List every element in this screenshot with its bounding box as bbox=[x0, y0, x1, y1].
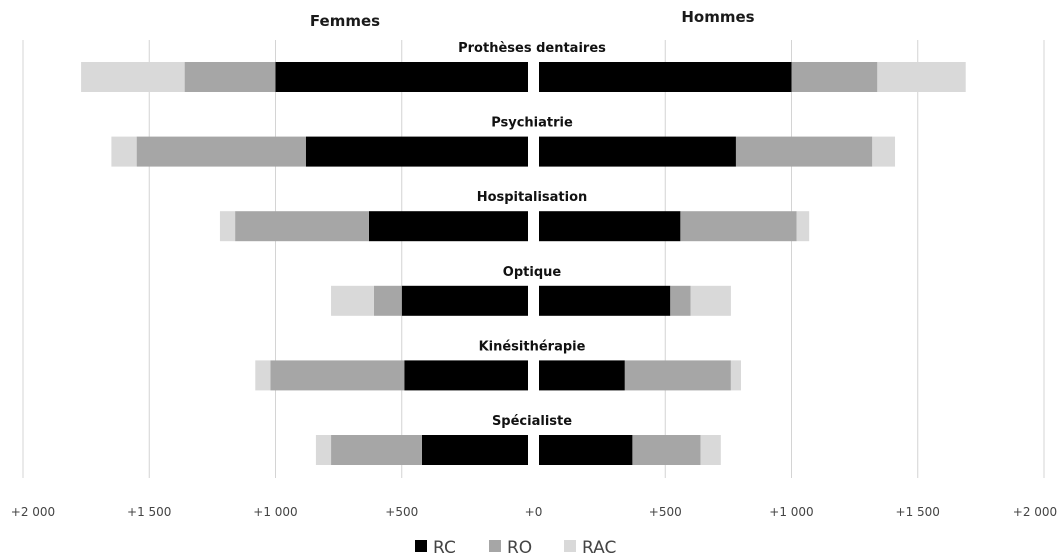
category-label-protheses-dentaires: Prothèses dentaires bbox=[458, 41, 606, 56]
bar-femmes-rac-optique bbox=[331, 285, 374, 316]
legend-label-ro: RO bbox=[507, 538, 532, 557]
bar-hommes-ro-specialiste bbox=[632, 435, 701, 465]
bar-femmes-ro-psychiatrie bbox=[136, 136, 306, 167]
bar-femmes-ro-protheses-dentaires bbox=[184, 62, 276, 92]
x-tick-label: +500 bbox=[385, 505, 418, 519]
legend-label-rc: RC bbox=[433, 538, 456, 557]
bar-femmes-rac-kinesitherapie bbox=[255, 360, 271, 391]
bar-femmes-rc-psychiatrie bbox=[305, 136, 528, 167]
bar-femmes-ro-hospitalisation bbox=[235, 211, 369, 242]
x-tick-label: +2 000 bbox=[1013, 505, 1057, 519]
x-tick-label: +0 bbox=[525, 505, 543, 519]
x-tick-label: +1 000 bbox=[769, 505, 813, 519]
panel-label-hommes: Hommes bbox=[681, 8, 754, 26]
category-label-kinesitherapie: Kinésithérapie bbox=[479, 339, 586, 354]
bar-hommes-rc-optique bbox=[539, 285, 671, 316]
bar-hommes-rac-hospitalisation bbox=[796, 211, 810, 242]
bar-hommes-ro-psychiatrie bbox=[735, 136, 873, 167]
panel-label-femmes: Femmes bbox=[310, 12, 380, 30]
category-label-psychiatrie: Psychiatrie bbox=[491, 116, 573, 131]
bar-hommes-rac-specialiste bbox=[700, 435, 721, 465]
bar-femmes-ro-kinesitherapie bbox=[270, 360, 405, 391]
bar-femmes-rac-hospitalisation bbox=[219, 211, 236, 242]
bar-hommes-ro-hospitalisation bbox=[680, 211, 797, 242]
bar-femmes-rc-optique bbox=[401, 285, 528, 316]
bar-hommes-rc-hospitalisation bbox=[539, 211, 681, 242]
bar-hommes-ro-kinesitherapie bbox=[624, 360, 731, 391]
bar-hommes-rc-kinesitherapie bbox=[539, 360, 625, 391]
bar-femmes-rc-protheses-dentaires bbox=[275, 62, 528, 92]
legend: RC RO RAC bbox=[415, 538, 616, 557]
category-label-specialiste: Spécialiste bbox=[492, 414, 572, 429]
legend-swatch-ro bbox=[489, 540, 501, 552]
category-label-hospitalisation: Hospitalisation bbox=[477, 190, 588, 205]
bar-femmes-rac-protheses-dentaires bbox=[81, 62, 185, 92]
bar-femmes-rc-specialiste bbox=[421, 435, 528, 465]
legend-swatch-rc bbox=[415, 540, 427, 552]
bar-hommes-rac-optique bbox=[690, 285, 731, 316]
legend-label-rac: RAC bbox=[582, 538, 616, 557]
x-tick-label: +1 500 bbox=[127, 505, 171, 519]
bars bbox=[81, 62, 966, 465]
bar-hommes-ro-optique bbox=[670, 285, 691, 316]
bar-hommes-rac-psychiatrie bbox=[872, 136, 896, 167]
x-tick-label: +500 bbox=[649, 505, 682, 519]
bar-hommes-rac-protheses-dentaires bbox=[877, 62, 966, 92]
bar-femmes-rac-specialiste bbox=[315, 435, 332, 465]
legend-swatch-rac bbox=[564, 540, 576, 552]
x-tick-label: +2 000 bbox=[11, 505, 55, 519]
bar-femmes-ro-optique bbox=[373, 285, 402, 316]
bar-femmes-rc-hospitalisation bbox=[368, 211, 528, 242]
bar-hommes-rc-psychiatrie bbox=[539, 136, 736, 167]
bar-hommes-ro-protheses-dentaires bbox=[791, 62, 878, 92]
bar-femmes-rc-kinesitherapie bbox=[404, 360, 528, 391]
category-label-optique: Optique bbox=[503, 265, 562, 280]
x-axis-ticks: +2 000 +1 500 +1 000 +500 +0 +500 +1 000 +1 500… bbox=[11, 505, 1057, 519]
bar-femmes-rac-psychiatrie bbox=[111, 136, 137, 167]
gridlines bbox=[22, 40, 1045, 478]
bar-femmes-ro-specialiste bbox=[331, 435, 422, 465]
bar-hommes-rc-protheses-dentaires bbox=[539, 62, 792, 92]
bar-hommes-rc-specialiste bbox=[539, 435, 633, 465]
x-tick-label: +1 000 bbox=[253, 505, 297, 519]
x-tick-label: +1 500 bbox=[896, 505, 940, 519]
category-labels: Prothèses dentaires Psychiatrie Hospitalis… bbox=[458, 41, 606, 429]
bar-hommes-rac-kinesitherapie bbox=[730, 360, 741, 391]
